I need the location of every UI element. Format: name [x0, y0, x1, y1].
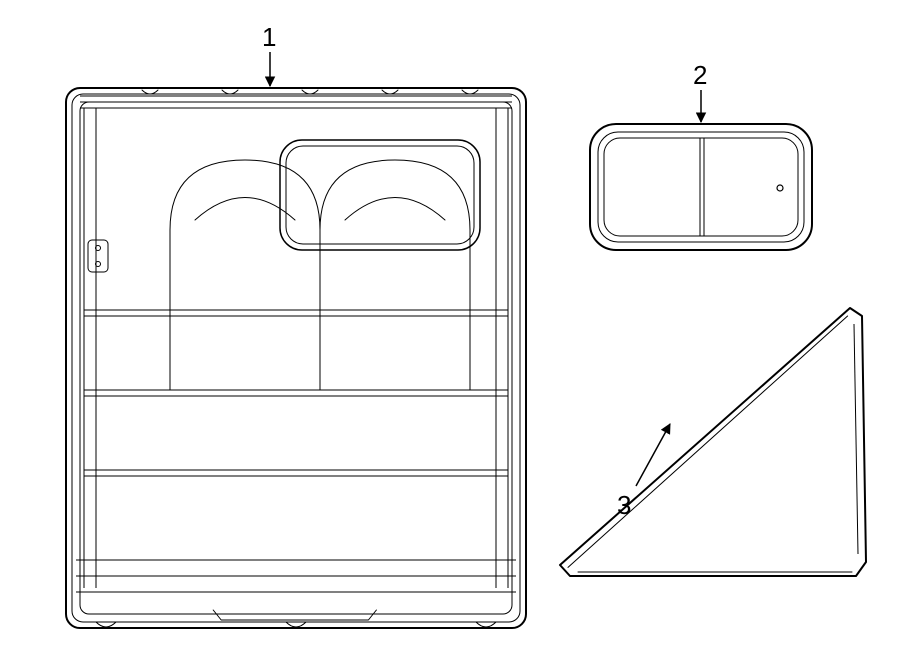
callout-label-3: 3 [617, 490, 631, 521]
diagram-stage: 1 2 3 [0, 0, 900, 661]
callout-label-2: 2 [693, 60, 707, 91]
callout-arrows [0, 0, 900, 661]
callout-label-1: 1 [262, 22, 276, 53]
